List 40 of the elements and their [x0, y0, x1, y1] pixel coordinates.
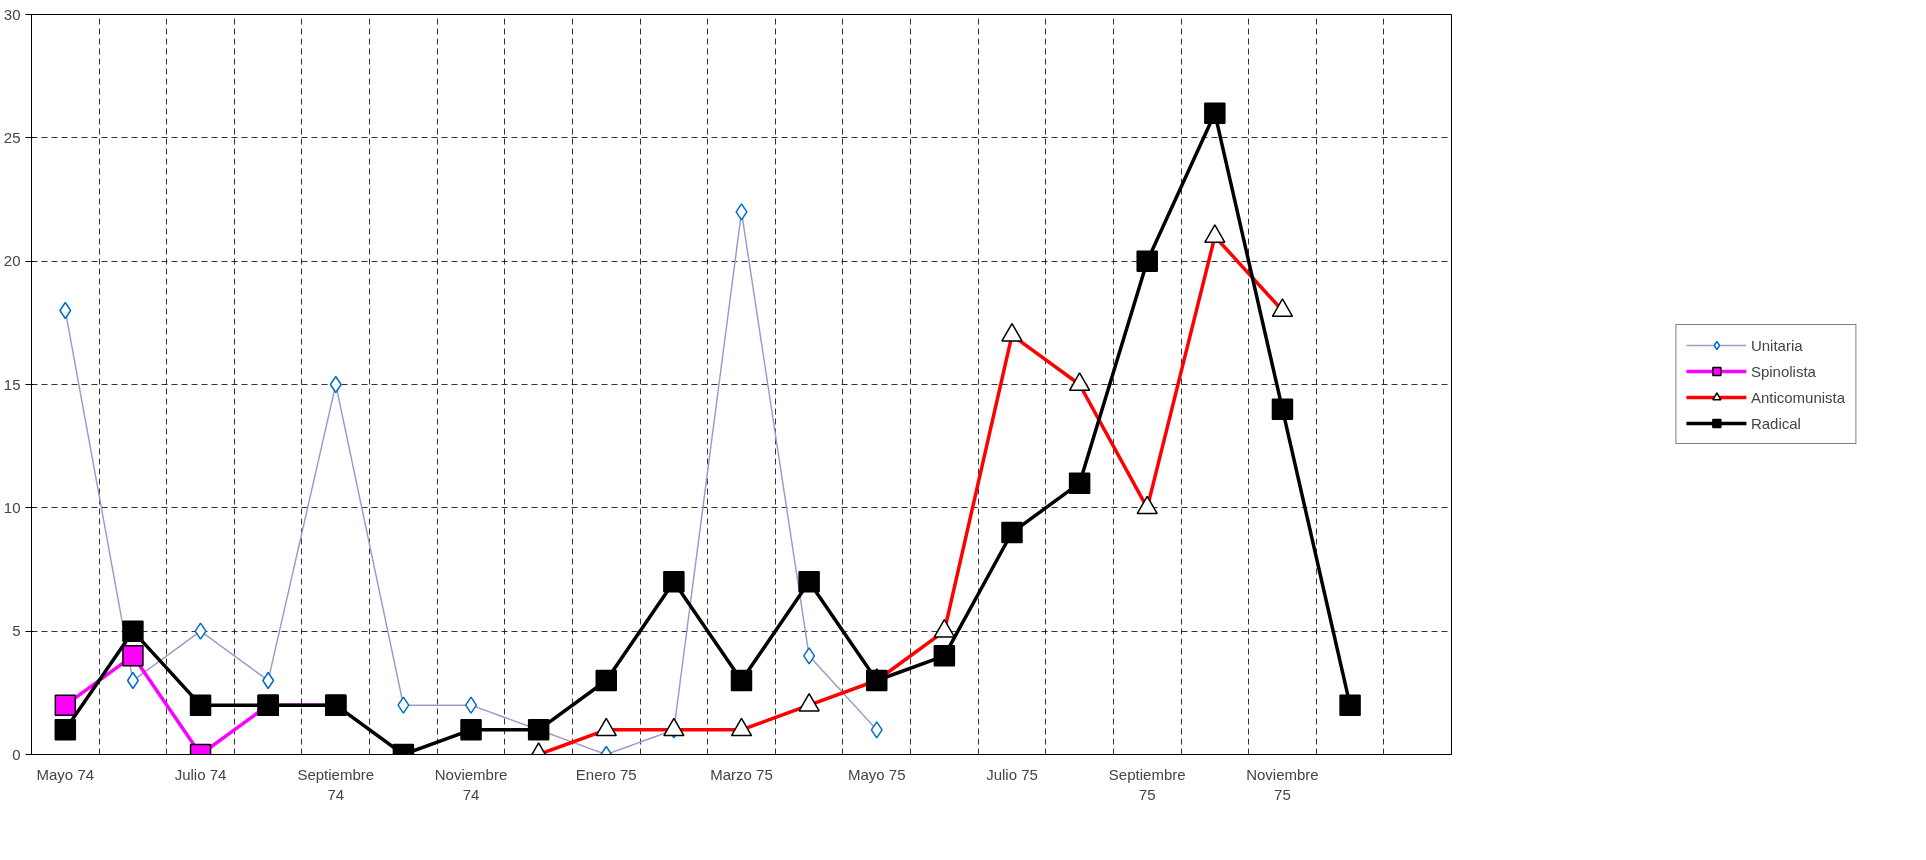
x-tick-label: Septiembre 75 — [1108, 765, 1186, 803]
x-tick-label: Julio 74 — [174, 765, 227, 783]
point — [1271, 398, 1294, 420]
x-tick-label: Mayo 74 — [36, 765, 95, 783]
legend-label: Radical — [1750, 414, 1801, 432]
point — [1204, 102, 1226, 124]
x-tick-label: Julio 75 — [986, 765, 1038, 783]
point — [730, 669, 753, 692]
y-tick-label: 15 — [3, 375, 21, 393]
x-tick-label: Septiembre 74 — [297, 765, 375, 803]
y-tick-label: 30 — [3, 5, 21, 23]
point — [1068, 472, 1091, 494]
x-tick-label: Mayo 75 — [847, 765, 906, 783]
point — [122, 645, 144, 667]
y-tick-label: 10 — [3, 498, 21, 516]
point — [933, 645, 956, 667]
point — [460, 719, 482, 741]
point — [798, 571, 820, 593]
point — [1001, 521, 1023, 544]
point — [527, 719, 550, 741]
point — [54, 694, 77, 716]
point — [1339, 694, 1361, 716]
point — [865, 669, 888, 692]
y-tick-label: 25 — [3, 128, 21, 146]
x-tick-label: Noviembre 74 — [434, 765, 508, 803]
x-tick-label: Noviembre 75 — [1246, 765, 1319, 803]
y-tick-label: 0 — [12, 745, 21, 763]
legend-label: Spinolista — [1750, 362, 1816, 380]
point — [595, 669, 618, 692]
point — [54, 719, 77, 741]
point — [189, 694, 212, 716]
x-tick-label: Enero 75 — [575, 765, 637, 783]
y-tick-label: 20 — [3, 252, 21, 270]
point — [1136, 250, 1158, 272]
x-tick-label: Marzo 75 — [710, 765, 773, 783]
y-tick-label: 5 — [12, 622, 21, 640]
point — [663, 571, 685, 593]
point — [122, 620, 144, 642]
legend-label: Anticomunista — [1750, 388, 1846, 406]
legend-label: Unitaria — [1750, 336, 1803, 354]
